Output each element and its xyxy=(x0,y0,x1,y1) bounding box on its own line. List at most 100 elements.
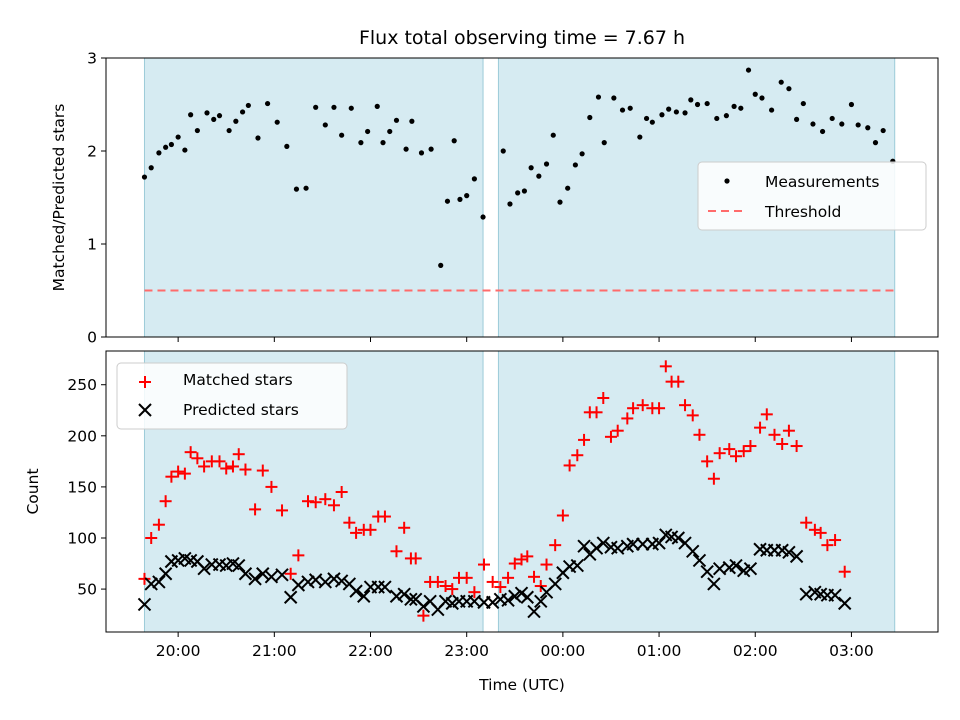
matched-star-point xyxy=(540,558,553,571)
predicted-star-point xyxy=(357,589,371,603)
predicted-star-point xyxy=(238,567,253,581)
predicted-star-point xyxy=(256,567,270,581)
measurement-point xyxy=(444,198,451,204)
measurement-point xyxy=(704,100,710,107)
measurement-point xyxy=(380,140,386,146)
x-tick-label: 21:00 xyxy=(252,642,297,660)
matched-star-point xyxy=(713,447,726,460)
measurement-point xyxy=(688,97,694,103)
measurement-point xyxy=(255,135,261,141)
legend-measurements-label: Measurements xyxy=(765,173,880,191)
matched-star-point xyxy=(768,428,781,441)
legend-threshold-label: Threshold xyxy=(764,203,841,221)
matched-star-point xyxy=(138,572,151,585)
matched-star-point xyxy=(460,571,473,584)
measurement-point xyxy=(550,132,556,138)
measurement-point xyxy=(682,110,688,116)
measurement-point xyxy=(194,127,200,134)
measurement-point xyxy=(611,95,617,101)
predicted-star-point xyxy=(671,531,686,545)
measurement-point xyxy=(322,122,328,128)
matched-star-point xyxy=(486,575,499,588)
measurement-point xyxy=(156,150,162,156)
y-tick-label: 2 xyxy=(87,143,97,161)
measurement-point xyxy=(769,107,775,113)
matched-star-point xyxy=(431,575,444,588)
predicted-star-point xyxy=(416,599,431,614)
measurement-point xyxy=(168,141,175,148)
measurement-point xyxy=(759,95,765,101)
measurement-point xyxy=(331,104,337,110)
count-y-axis-label: Count xyxy=(24,468,42,514)
matched-star-point xyxy=(232,448,245,461)
x-tick-label: 20:00 xyxy=(156,642,201,660)
measurement-point xyxy=(528,165,534,171)
matched-star-point xyxy=(659,360,672,373)
measurement-point xyxy=(731,103,737,109)
predicted-star-point xyxy=(527,604,541,619)
predicted-star-point xyxy=(397,587,411,601)
measurement-points xyxy=(141,67,896,268)
measurement-point xyxy=(387,128,393,135)
matched-star-point xyxy=(590,406,603,419)
measurement-point xyxy=(233,118,239,124)
measurement-point xyxy=(659,112,665,118)
predicted-star-point xyxy=(596,536,610,550)
predicted-star-point xyxy=(700,565,714,579)
measurement-point xyxy=(752,91,758,97)
legend-predicted-marker xyxy=(138,403,152,417)
matched-star-point xyxy=(693,428,706,441)
matched-star-point xyxy=(378,510,391,523)
matched-star-point xyxy=(730,450,743,463)
matched-star-point xyxy=(249,503,262,516)
matched-star-point xyxy=(468,586,481,599)
legend-predicted-label: Predicted stars xyxy=(183,401,299,419)
measurement-point xyxy=(855,122,861,128)
matched-star-point xyxy=(800,516,813,529)
measurement-point xyxy=(865,125,871,131)
measurement-point xyxy=(274,119,280,125)
predicted-star-point xyxy=(349,584,363,598)
predicted-star-point xyxy=(327,572,341,586)
x-tick-label: 22:00 xyxy=(348,642,393,660)
measurement-point xyxy=(643,115,650,122)
measurement-point xyxy=(141,174,148,180)
measurement-point xyxy=(303,185,309,191)
matched-star-point xyxy=(390,545,403,558)
matched-star-point xyxy=(723,443,736,456)
observing-window-0 xyxy=(143,57,484,338)
measurement-point xyxy=(239,109,246,115)
measurement-point xyxy=(313,104,319,110)
predicted-star-point xyxy=(248,572,262,586)
matched-star-point xyxy=(178,467,191,480)
matched-star-point xyxy=(319,493,332,506)
measurement-point xyxy=(673,109,679,115)
measurement-point xyxy=(738,105,744,111)
measurement-point xyxy=(148,165,154,171)
matched-star-point xyxy=(776,437,789,450)
matched-star-point xyxy=(220,462,233,475)
matched-star-point xyxy=(549,539,562,552)
measurement-point xyxy=(880,127,886,134)
ratio-panel: 0 1 2 3 Matched/Predicted stars Measurement… xyxy=(50,50,939,347)
measurement-point xyxy=(714,115,720,122)
measurement-point xyxy=(226,127,232,134)
matched-star-point xyxy=(292,549,305,562)
matched-star-point xyxy=(327,499,340,512)
matched-star-point xyxy=(165,470,178,483)
measurement-point xyxy=(649,119,655,125)
predicted-star-point xyxy=(283,590,298,604)
matched-star-point xyxy=(446,583,459,596)
matched-star-point xyxy=(239,463,252,476)
measurement-point xyxy=(786,86,792,92)
predicted-star-point xyxy=(789,549,804,564)
y-tick-label: 50 xyxy=(77,581,97,599)
matched-star-point xyxy=(821,539,834,552)
measurement-point xyxy=(163,144,169,150)
measurement-point xyxy=(182,147,188,153)
measurement-point xyxy=(480,214,486,220)
matched-star-point xyxy=(521,550,534,563)
measurement-point xyxy=(627,105,633,111)
x-tick-label: 01:00 xyxy=(637,642,682,660)
